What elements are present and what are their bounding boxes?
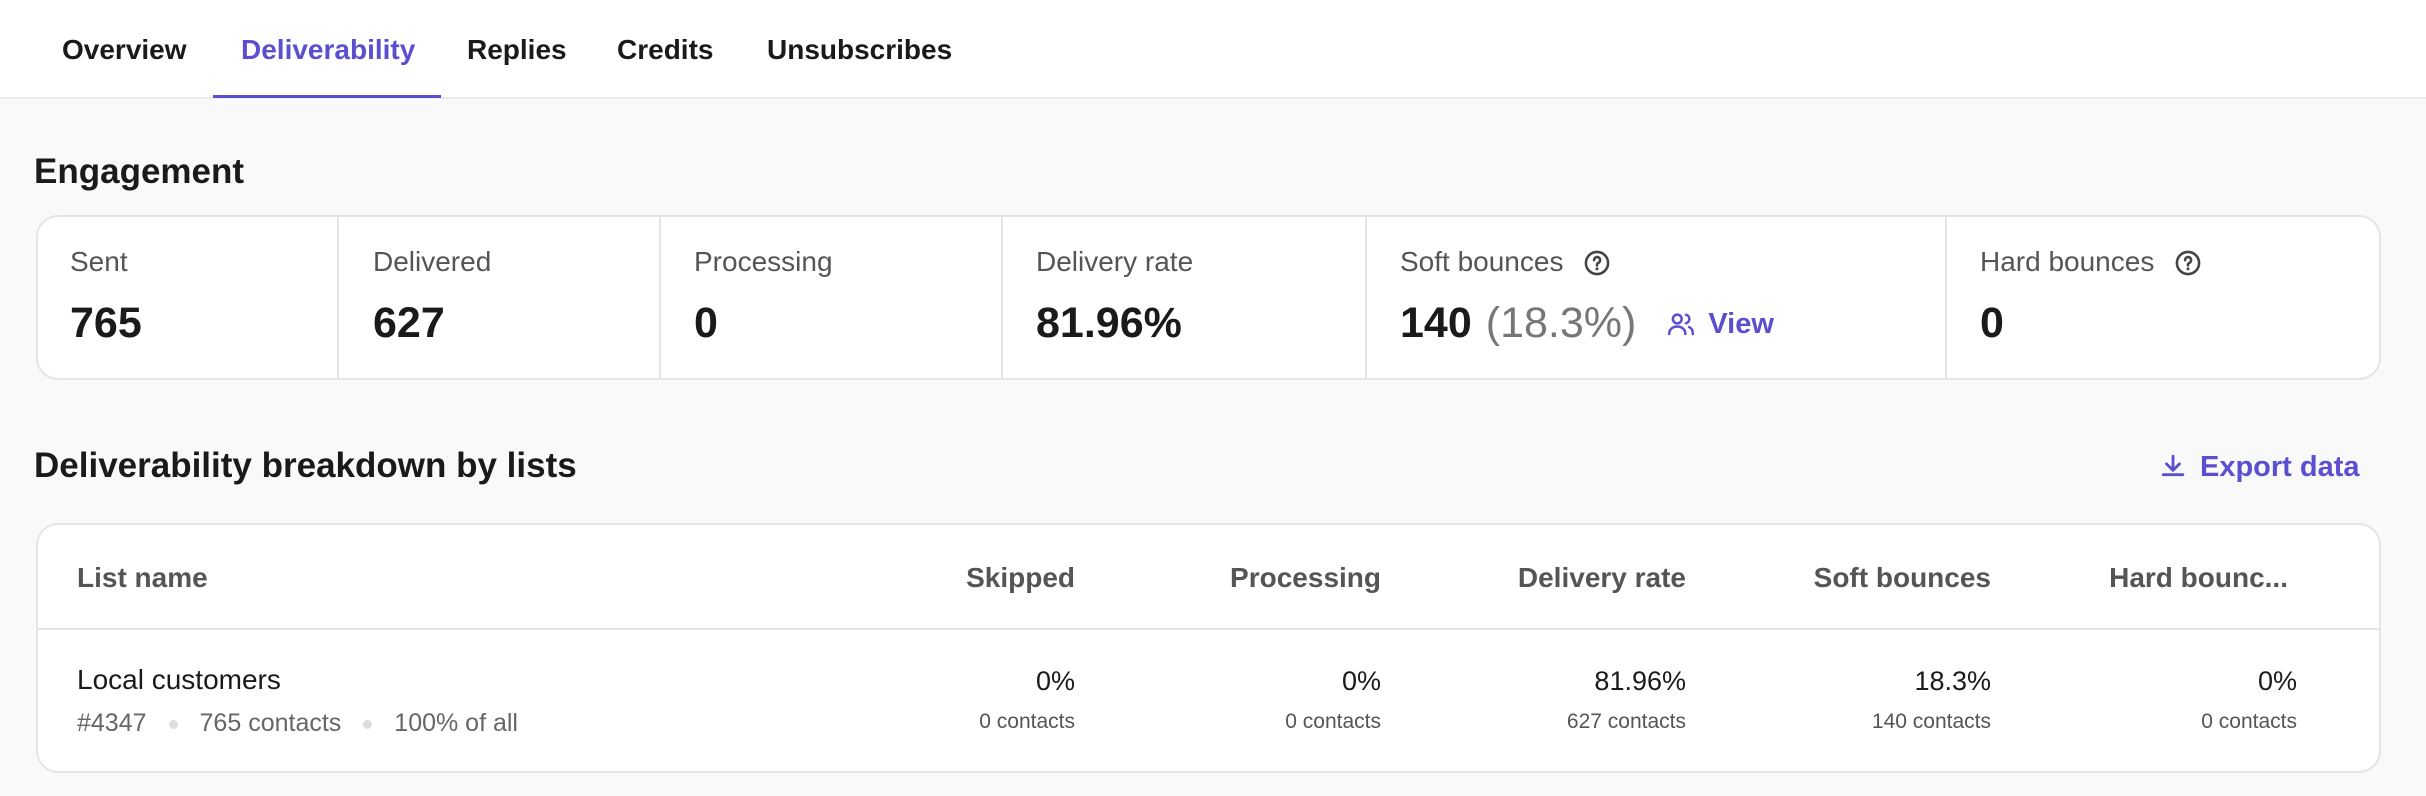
users-icon bbox=[1668, 313, 1695, 336]
column-header: List name bbox=[77, 562, 208, 593]
cell-value: 0% bbox=[1035, 666, 1075, 696]
stat-value: 765 bbox=[70, 299, 142, 347]
tab[interactable]: Deliverability bbox=[241, 34, 416, 65]
view-link[interactable]: View bbox=[1708, 308, 1774, 340]
stats-card bbox=[36, 215, 2381, 380]
cell-value: 18.3% bbox=[1914, 666, 1991, 696]
cell-value: 0% bbox=[1341, 666, 1381, 696]
help-icon[interactable] bbox=[1583, 249, 1611, 277]
export-button[interactable]: Export data bbox=[2200, 451, 2360, 483]
stat-label: Delivered bbox=[373, 246, 492, 277]
stat-divider bbox=[337, 217, 339, 378]
stat-divider bbox=[1945, 217, 1947, 378]
cell-value: 81.96% bbox=[1594, 666, 1686, 696]
tab[interactable]: Unsubscribes bbox=[767, 34, 953, 65]
column-header: Processing bbox=[1230, 562, 1381, 593]
table-divider bbox=[38, 628, 2379, 630]
table-card bbox=[36, 523, 2381, 773]
stat-label: Processing bbox=[694, 246, 833, 277]
active-tab-indicator bbox=[213, 95, 441, 98]
stat-value: 140 bbox=[1400, 299, 1472, 347]
cell-sub: 0 contacts bbox=[2201, 710, 2297, 733]
stat-value: 0 bbox=[694, 299, 718, 347]
stat-label: Delivery rate bbox=[1036, 246, 1194, 277]
stat-divider bbox=[1001, 217, 1003, 378]
list-meta: 765 contacts bbox=[199, 709, 342, 737]
download-icon bbox=[2161, 454, 2185, 477]
stat-label: Sent bbox=[70, 246, 128, 277]
stat-detail: (18.3%) bbox=[1485, 299, 1637, 347]
separator-dot bbox=[168, 720, 178, 729]
stat-divider bbox=[659, 217, 661, 378]
cell-sub: 627 contacts bbox=[1566, 710, 1686, 733]
cell-sub: 0 contacts bbox=[979, 710, 1075, 733]
column-header: Skipped bbox=[966, 562, 1075, 593]
tab[interactable]: Overview bbox=[62, 34, 187, 65]
stat-label: Hard bounces bbox=[1980, 246, 2155, 277]
column-header: Delivery rate bbox=[1517, 562, 1686, 593]
stat-value: 627 bbox=[373, 299, 445, 347]
column-header: Soft bounces bbox=[1813, 562, 1991, 593]
tab-bar bbox=[0, 0, 2426, 99]
list-meta: #4347 bbox=[77, 709, 147, 737]
stat-label: Soft bounces bbox=[1400, 246, 1564, 277]
stat-value: 0 bbox=[1980, 299, 2004, 347]
cell-value: 0% bbox=[2257, 666, 2297, 696]
list-meta: 100% of all bbox=[394, 709, 518, 737]
stat-value: 81.96% bbox=[1036, 299, 1182, 347]
tab[interactable]: Replies bbox=[467, 34, 567, 65]
help-icon[interactable] bbox=[2174, 249, 2202, 277]
column-header: Hard bounc... bbox=[2109, 562, 2288, 593]
separator-dot bbox=[363, 720, 373, 729]
list-name: Local customers bbox=[77, 664, 281, 695]
stat-divider bbox=[1365, 217, 1367, 378]
tab[interactable]: Credits bbox=[617, 34, 714, 65]
cell-sub: 140 contacts bbox=[1871, 710, 1991, 733]
cell-sub: 0 contacts bbox=[1285, 710, 1381, 733]
section-title: Deliverability breakdown by lists bbox=[34, 446, 577, 485]
section-title: Engagement bbox=[34, 152, 245, 191]
